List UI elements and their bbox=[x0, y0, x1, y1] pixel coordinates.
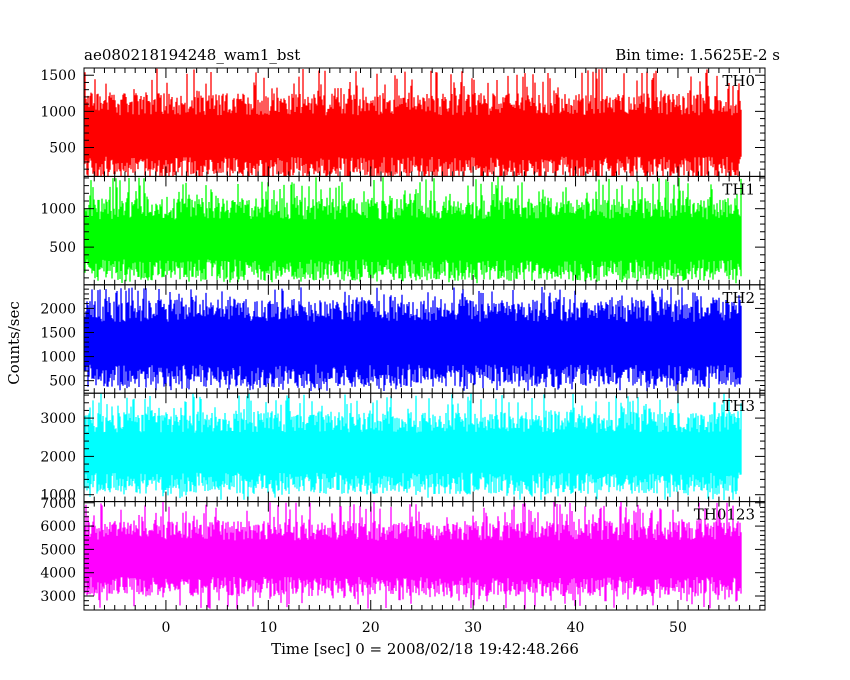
series-th2 bbox=[84, 287, 742, 392]
y-tick-label: 2000 bbox=[40, 301, 76, 317]
panel-th3: 1000 2000 3000 TH3 bbox=[40, 392, 766, 504]
panel-frame bbox=[83, 501, 766, 611]
panel-th1: 500 1000 TH1 bbox=[40, 175, 766, 286]
series-th0123 bbox=[84, 501, 742, 609]
panels-group: 500 1000 1500 TH0 500 1000 TH1 500 1000 1500 2000 T… bbox=[40, 67, 766, 611]
y-tick-label: 500 bbox=[49, 374, 76, 390]
x-axis-label: Time [sec] 0 = 2008/02/18 19:42:48.266 bbox=[271, 640, 579, 658]
series-th1 bbox=[84, 176, 742, 284]
y-tick-label: 500 bbox=[49, 240, 76, 256]
panel-name-th0: TH0 bbox=[722, 72, 755, 90]
panel-name-th3: TH3 bbox=[722, 397, 755, 415]
y-tick-label: 7000 bbox=[40, 496, 76, 512]
x-tick-label: 20 bbox=[362, 620, 380, 636]
y-tick-label: 1500 bbox=[40, 68, 76, 84]
panel-name-th0123: TH0123 bbox=[694, 506, 755, 524]
y-axis-label: Counts/sec bbox=[5, 301, 23, 385]
x-axis: 0 10 20 30 40 50 bbox=[161, 620, 686, 636]
chart-title: ae080218194248_wam1_bst bbox=[84, 46, 300, 64]
series-th0 bbox=[84, 68, 742, 177]
y-tick-label: 3000 bbox=[40, 411, 76, 427]
x-tick-label: 50 bbox=[669, 620, 687, 636]
x-tick-label: 40 bbox=[567, 620, 585, 636]
y-tick-label: 4000 bbox=[40, 566, 76, 582]
y-tick-label: 1500 bbox=[40, 325, 76, 341]
series-th3 bbox=[84, 393, 742, 501]
panel-name-th2: TH2 bbox=[722, 289, 755, 307]
y-tick-label: 5000 bbox=[40, 542, 76, 558]
y-tick-label: 500 bbox=[49, 140, 76, 156]
y-tick-label: 1000 bbox=[40, 350, 76, 366]
bin-time-label: Bin time: 1.5625E-2 s bbox=[615, 46, 780, 64]
x-tick-label: 10 bbox=[259, 620, 277, 636]
y-tick-label: 2000 bbox=[40, 449, 76, 465]
x-tick-label: 0 bbox=[161, 620, 170, 636]
panel-name-th1: TH1 bbox=[722, 180, 755, 198]
panel-th2: 500 1000 1500 2000 TH2 bbox=[40, 284, 766, 394]
y-tick-label: 1000 bbox=[40, 104, 76, 120]
x-tick-label: 30 bbox=[464, 620, 482, 636]
y-tick-label: 1000 bbox=[40, 202, 76, 218]
y-tick-label: 6000 bbox=[40, 519, 76, 535]
panel-th0: 500 1000 1500 TH0 bbox=[40, 67, 766, 177]
panel-th0123: 3000 4000 5000 6000 7000 TH0123 bbox=[40, 496, 766, 611]
y-tick-label: 3000 bbox=[40, 589, 76, 605]
y-tick-label: 1000 bbox=[40, 488, 76, 504]
